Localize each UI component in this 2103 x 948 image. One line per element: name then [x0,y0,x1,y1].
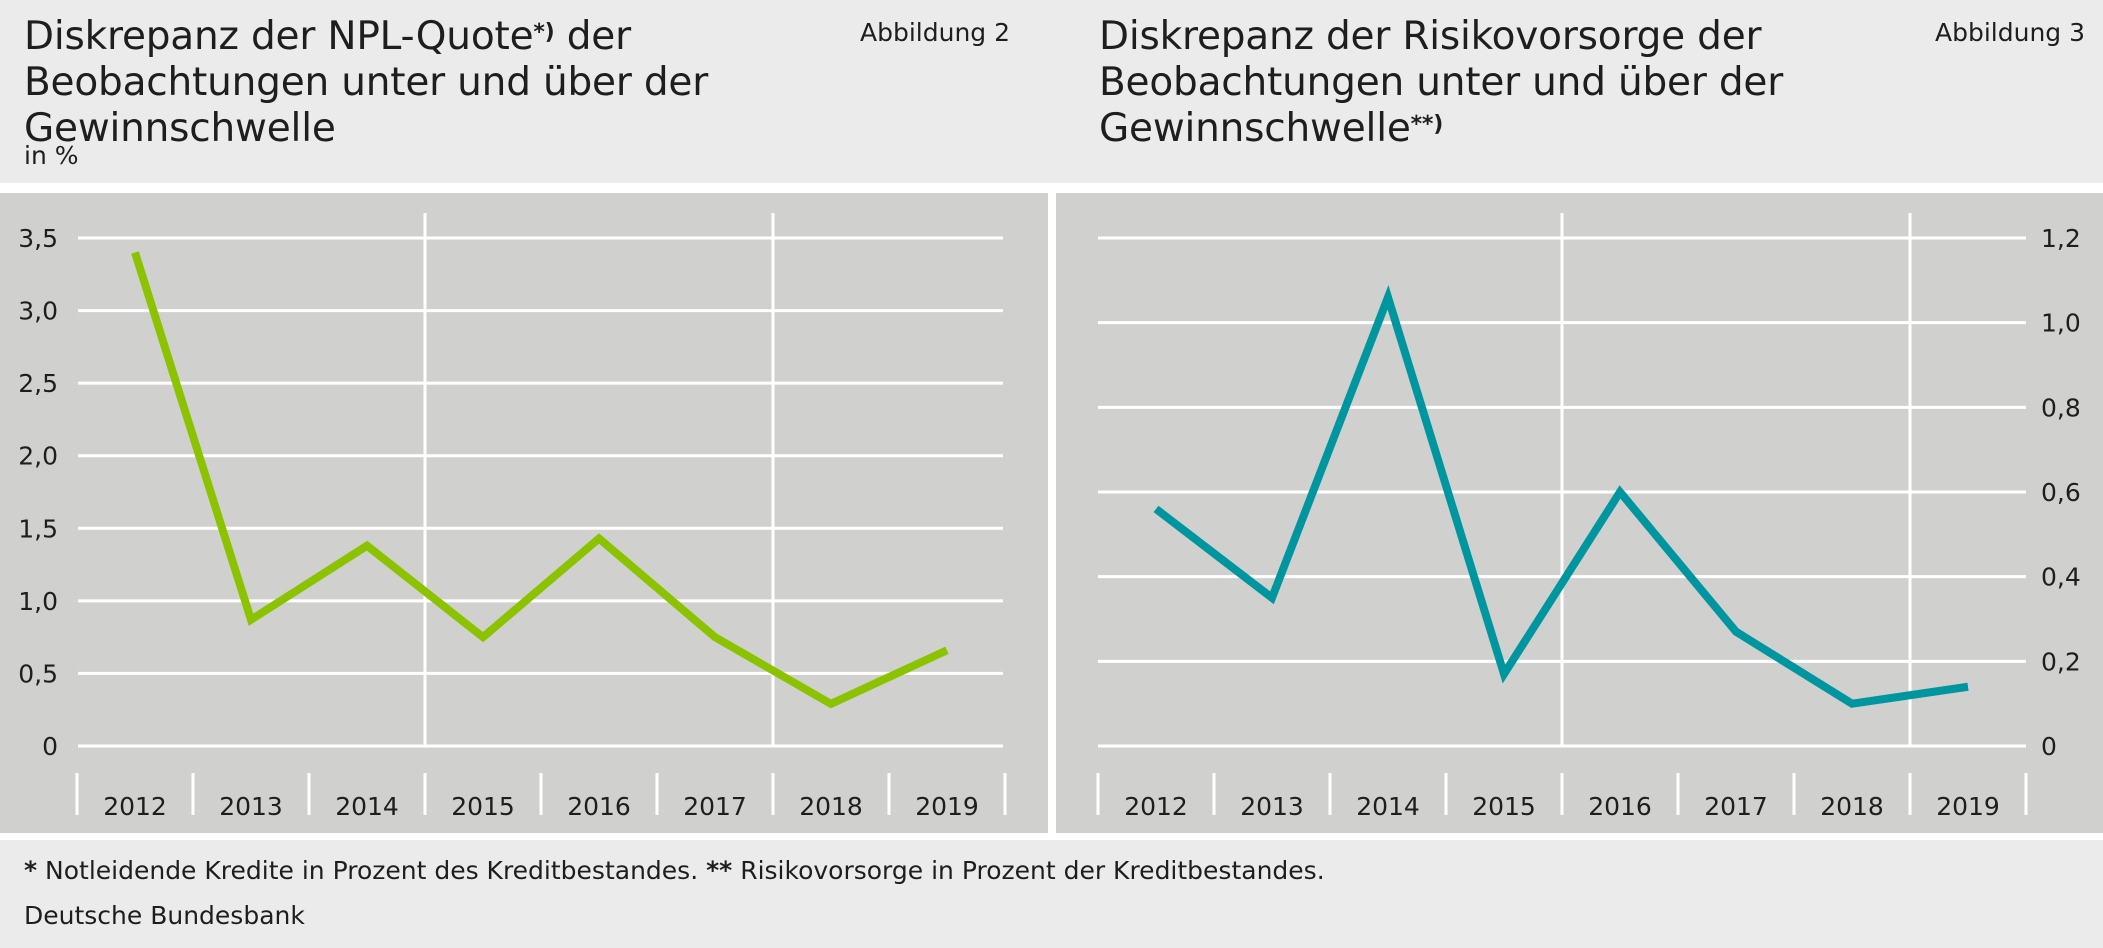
footnote: * Notleidende Kredite in Prozent des Kre… [24,856,1325,885]
chart-right: 0 0,2 0,4 0,6 0,8 1,0 1,2 2012 2013 2014 2015 2016 2… [1096,213,2081,821]
series-line [1153,285,1969,708]
x-tick-label: 2018 [799,792,863,821]
chart-panel-right: 0 0,2 0,4 0,6 0,8 1,0 1,2 2012 2013 2014 2015 2016 2… [1056,193,2103,833]
x-tick-label: 2012 [1124,792,1188,821]
y-tick-label: 1,5 [18,514,58,543]
chart-panel-left: 0 0,5 1,0 1,5 2,0 2,5 3,0 3,5 2012 2013 2014 2015 20… [0,193,1048,833]
chart-left: 0 0,5 1,0 1,5 2,0 2,5 3,0 3,5 2012 2013 2014 2015 20… [18,213,1007,821]
x-tick-label: 2019 [915,792,979,821]
x-tick-label: 2016 [567,792,631,821]
title-left: Diskrepanz der NPL-Quote*) der Beobachtu… [24,14,854,152]
y-tick-label: 0,6 [2041,478,2081,507]
title-right: Diskrepanz der Risikovorsorge der Beobac… [1099,14,2089,152]
x-tick-label: 2018 [1820,792,1884,821]
footnote-star-2: ** [706,856,733,885]
footnote-star-1: * [24,856,38,885]
title-left-line2: Beobachtungen unter und über der Gewinns… [24,60,709,151]
title-right-line2: Beobachtungen unter und über der Gewinns… [1099,60,1784,151]
y-tick-label: 0,4 [2041,563,2081,592]
x-tick-label: 2017 [683,792,747,821]
x-tick-label: 2013 [1240,792,1304,821]
x-tick-label: 2014 [335,792,399,821]
y-tick-label: 0,8 [2041,393,2081,422]
y-tick-label: 0,5 [18,659,58,688]
x-tick-label: 2016 [1588,792,1652,821]
y-tick-label: 1,2 [2041,224,2081,253]
footnote-text-1: Notleidende Kredite in Prozent des Kredi… [37,856,707,885]
y-tick-label: 1,0 [18,587,58,616]
x-tick-label: 2015 [1472,792,1536,821]
title-left-footnote-mark: *) [533,20,555,45]
title-right-line1: Diskrepanz der Risikovorsorge der [1099,14,1762,59]
x-tick-label: 2017 [1704,792,1768,821]
y-tick-label: 0,2 [2041,647,2081,676]
title-left-main: Diskrepanz der NPL-Quote [24,14,534,59]
x-tick-label: 2012 [103,792,167,821]
title-left-rest: der [554,14,631,59]
y-tick-label: 2,5 [18,369,58,398]
x-tick-label: 2013 [219,792,283,821]
y-tick-label: 0 [42,732,58,761]
y-tick-label: 2,0 [18,442,58,471]
y-tick-label: 3,0 [18,297,58,326]
y-tick-label: 0 [2041,732,2057,761]
unit-label: in % [24,141,79,170]
x-tick-label: 2014 [1356,792,1420,821]
footnote-text-2: Risikovorsorge in Prozent der Kreditbest… [732,856,1325,885]
x-tick-label: 2015 [451,792,515,821]
series-line [131,251,949,709]
x-tick-label: 2019 [1936,792,2000,821]
title-right-footnote-mark: **) [1410,112,1444,137]
y-tick-label: 1,0 [2041,309,2081,338]
source-label: Deutsche Bundesbank [24,901,305,930]
figure-label-right: Abbildung 3 [1935,18,2086,47]
y-tick-label: 3,5 [18,224,58,253]
figure-label-left: Abbildung 2 [860,18,1011,47]
